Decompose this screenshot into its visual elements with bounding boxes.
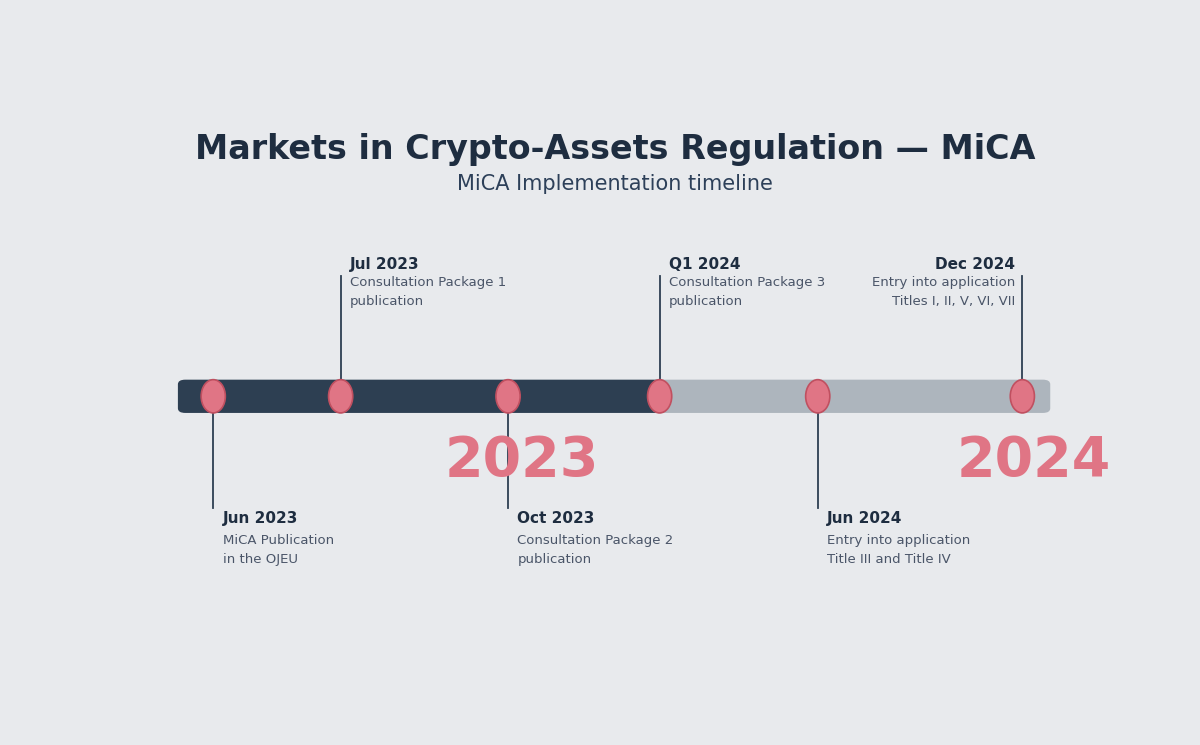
Text: 2024: 2024 [956,434,1111,487]
Text: Jun 2023: Jun 2023 [222,511,298,526]
Text: Markets in Crypto-Assets Regulation — MiCA: Markets in Crypto-Assets Regulation — Mi… [194,133,1036,166]
Ellipse shape [329,380,353,413]
Text: 2023: 2023 [445,434,599,487]
FancyBboxPatch shape [653,380,1050,413]
Text: Consultation Package 2
publication: Consultation Package 2 publication [517,534,673,566]
Text: Oct 2023: Oct 2023 [517,511,595,526]
Text: Consultation Package 1
publication: Consultation Package 1 publication [350,276,506,308]
Text: Consultation Package 3
publication: Consultation Package 3 publication [668,276,826,308]
Text: Entry into application
Title III and Title IV: Entry into application Title III and Tit… [827,534,971,566]
Ellipse shape [805,380,830,413]
FancyBboxPatch shape [178,380,667,413]
Text: Entry into application
Titles I, II, V, VI, VII: Entry into application Titles I, II, V, … [871,276,1015,308]
Text: MiCA Implementation timeline: MiCA Implementation timeline [457,174,773,194]
Text: Jul 2023: Jul 2023 [350,257,420,272]
Text: MiCA Publication
in the OJEU: MiCA Publication in the OJEU [222,534,334,566]
Ellipse shape [648,380,672,413]
Ellipse shape [496,380,520,413]
Text: Q1 2024: Q1 2024 [668,257,740,272]
Text: Dec 2024: Dec 2024 [935,257,1015,272]
Ellipse shape [202,380,226,413]
Text: Jun 2024: Jun 2024 [827,511,902,526]
Ellipse shape [1010,380,1034,413]
